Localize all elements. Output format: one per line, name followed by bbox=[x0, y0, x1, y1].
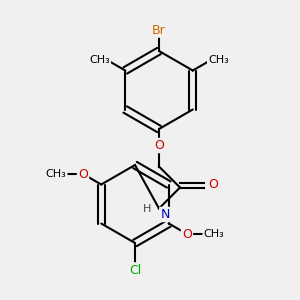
Text: O: O bbox=[78, 167, 88, 181]
Text: O: O bbox=[154, 139, 164, 152]
Text: CH₃: CH₃ bbox=[204, 229, 224, 239]
Text: CH₃: CH₃ bbox=[46, 169, 66, 179]
Text: Cl: Cl bbox=[129, 263, 141, 277]
Text: Br: Br bbox=[152, 23, 166, 37]
Text: CH₃: CH₃ bbox=[89, 55, 110, 65]
Text: O: O bbox=[208, 178, 218, 191]
Text: O: O bbox=[182, 227, 192, 241]
Text: CH₃: CH₃ bbox=[208, 55, 229, 65]
Text: H: H bbox=[143, 203, 151, 214]
Text: N: N bbox=[160, 208, 170, 221]
